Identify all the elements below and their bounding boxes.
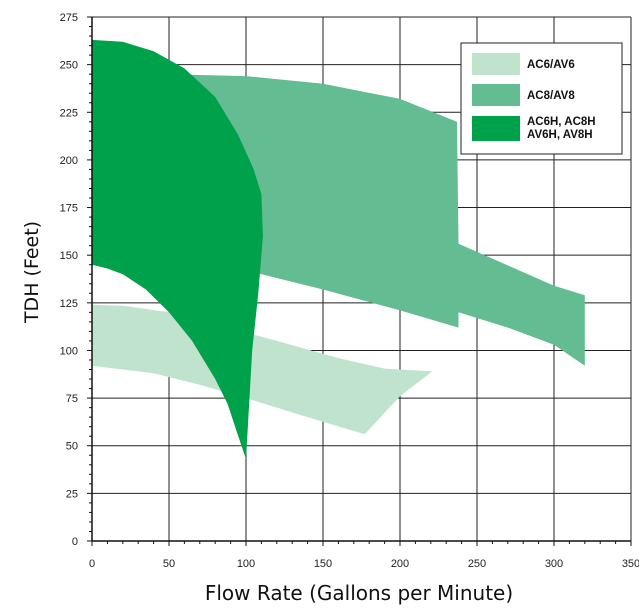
performance-areas <box>92 39 585 460</box>
y-tick-label: 25 <box>66 488 78 500</box>
x-tick-label: 100 <box>237 558 255 570</box>
area-ac6h-ac8h-av6h-av8h <box>92 39 263 460</box>
x-tick-label: 50 <box>163 558 175 570</box>
y-tick-label: 150 <box>60 250 78 262</box>
y-tick-label: 275 <box>60 12 78 24</box>
y-tick-label: 200 <box>60 155 78 167</box>
y-tick-label: 225 <box>60 107 78 119</box>
y-tick-label: 250 <box>60 60 78 72</box>
y-tick-labels: 0 25 50 75 100 125 150 175 200 225 250 275 <box>60 12 78 548</box>
y-axis-title: TDH (Feet) <box>21 221 43 324</box>
legend-label-ac6-av6: AC6/AV6 <box>527 59 575 71</box>
x-tick-labels: 0 50 100 150 200 250 300 350 <box>89 558 639 570</box>
area-ac6-av6 <box>92 304 433 435</box>
x-tick-label: 300 <box>545 558 563 570</box>
legend-swatch-ac8-av8 <box>472 84 520 106</box>
legend-swatch-ac6-av6 <box>472 53 520 75</box>
axes <box>91 17 631 542</box>
x-tick-label: 200 <box>391 558 409 570</box>
legend-label-ac8-av8: AC8/AV8 <box>527 90 575 102</box>
legend: AC6/AV6 AC8/AV8 AC6H, AC8H AV6H, AV8H <box>460 42 623 155</box>
y-tick-label: 125 <box>60 298 78 310</box>
y-tick-label: 0 <box>72 536 78 548</box>
x-axis-title: Flow Rate (Gallons per Minute) <box>205 581 513 605</box>
x-tick-label: 350 <box>622 558 639 570</box>
y-tick-label: 75 <box>66 393 78 405</box>
legend-swatch-ac6h-ac8h <box>472 116 520 141</box>
minor-ticks <box>87 16 632 546</box>
y-tick-label: 50 <box>66 441 78 453</box>
legend-label-ac6h-ac8h: AC6H, AC8H AV6H, AV8H <box>527 116 599 141</box>
y-tick-label: 175 <box>60 203 78 215</box>
x-tick-label: 250 <box>468 558 486 570</box>
y-tick-label: 100 <box>60 345 78 357</box>
x-tick-label: 150 <box>314 558 332 570</box>
x-tick-label: 0 <box>89 558 95 570</box>
